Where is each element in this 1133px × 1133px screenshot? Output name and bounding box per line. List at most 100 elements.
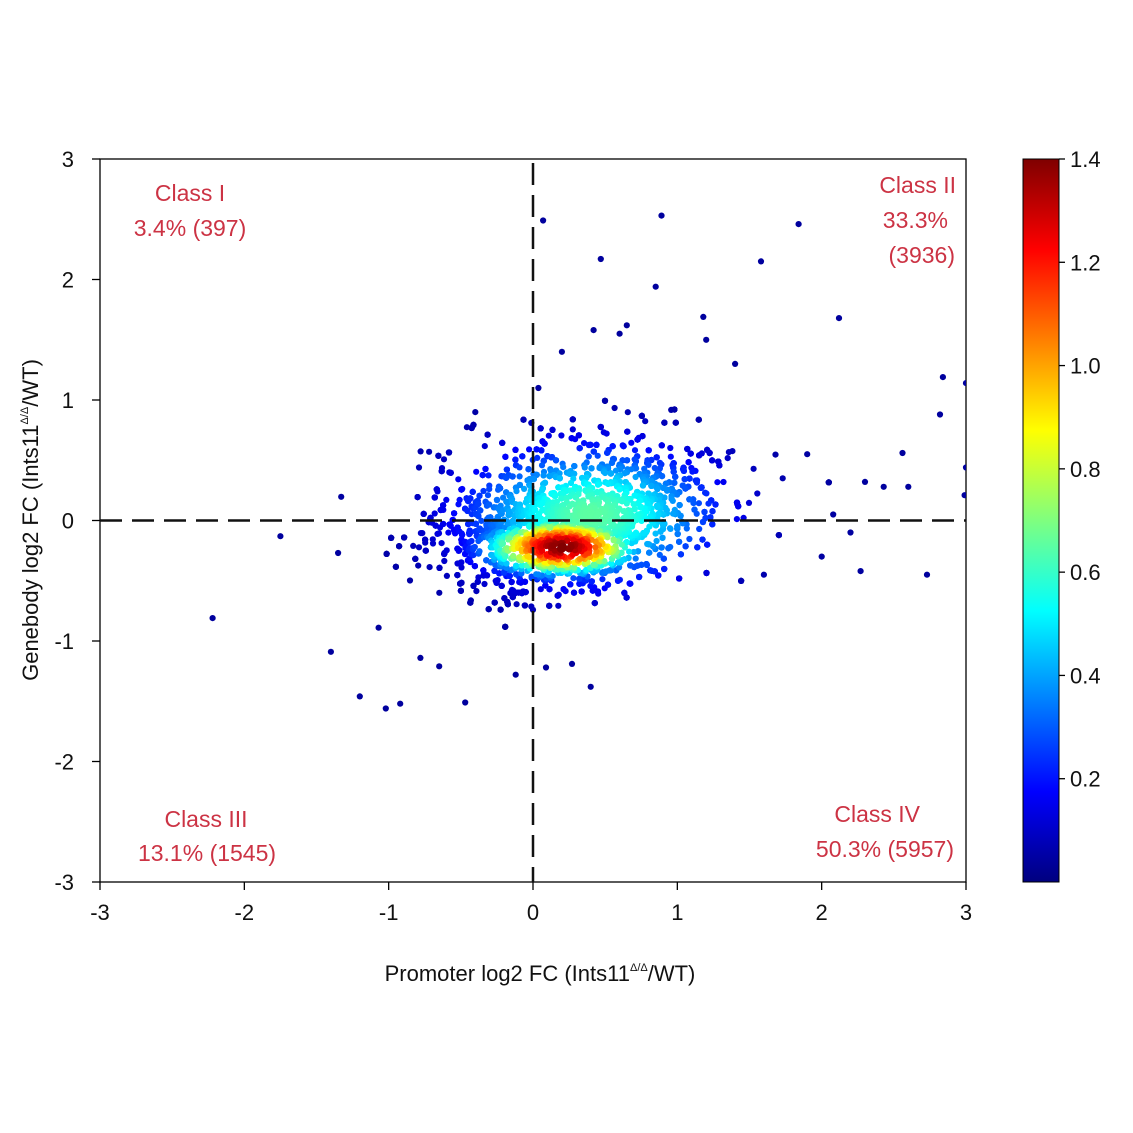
scatter-point — [436, 589, 443, 596]
scatter-point — [667, 543, 674, 551]
scatter-point — [356, 693, 363, 700]
scatter-point — [630, 501, 637, 508]
scatter-point — [499, 540, 506, 547]
scatter-point — [426, 448, 433, 455]
scatter-point — [435, 452, 442, 459]
scatter-point — [440, 506, 447, 513]
scatter-point — [558, 348, 566, 355]
scatter-point — [540, 217, 547, 224]
scatter-point — [571, 470, 578, 477]
scatter-point — [468, 424, 475, 432]
scatter-point — [419, 530, 426, 537]
scatter-point — [734, 501, 741, 508]
scatter-point — [484, 431, 491, 438]
scatter-point — [672, 473, 679, 480]
scatter-point — [560, 586, 567, 593]
scatter-point — [575, 432, 583, 439]
scatter-point — [637, 504, 644, 511]
scatter-point — [497, 606, 504, 613]
scatter-point — [593, 441, 600, 448]
scatter-point — [472, 409, 479, 416]
scatter-point — [546, 602, 553, 609]
scatter-point — [623, 500, 630, 507]
scatter-point — [745, 499, 753, 506]
scatter-point — [566, 503, 573, 510]
scatter-point — [397, 700, 404, 707]
scatter-point — [443, 547, 450, 554]
scatter-point — [383, 550, 390, 558]
scatter-point — [516, 481, 524, 489]
scatter-point — [632, 473, 639, 481]
scatter-point — [585, 453, 592, 460]
scatter-point — [703, 569, 710, 577]
scatter-point — [602, 568, 610, 575]
scatter-point — [590, 448, 597, 455]
scatter-point — [504, 519, 511, 526]
scatter-point — [481, 443, 488, 450]
scatter-point — [609, 443, 616, 450]
scatter-point — [406, 577, 414, 584]
scatter-point — [677, 551, 685, 558]
scatter-point — [471, 543, 478, 551]
scatter-point — [548, 454, 555, 461]
scatter-point — [670, 468, 677, 475]
scatter-point — [704, 541, 711, 548]
scatter-point — [638, 412, 646, 419]
scatter-point — [607, 470, 615, 477]
scatter-point — [475, 574, 482, 581]
scatter-point — [686, 496, 693, 503]
scatter-point — [458, 530, 465, 537]
scatter-point — [503, 474, 510, 481]
scatter-point — [687, 450, 694, 457]
scatter-point — [521, 578, 529, 585]
scatter-point — [594, 588, 601, 595]
scatter-point — [616, 330, 623, 337]
scatter-point — [576, 445, 583, 452]
scatter-point — [459, 485, 466, 493]
scatter-point — [962, 464, 966, 471]
scatter-point — [476, 492, 483, 499]
scatter-point — [540, 472, 547, 479]
scatter-point — [438, 468, 445, 475]
scatter-point — [693, 479, 701, 486]
scatter-point — [513, 571, 520, 578]
scatter-point — [626, 548, 633, 555]
scatter-point — [631, 492, 638, 499]
scatter-point — [645, 447, 652, 454]
scatter-point — [594, 452, 601, 459]
scatter-point — [835, 315, 843, 322]
scatter-point — [533, 446, 540, 453]
scatter-point — [545, 432, 552, 439]
scatter-point — [516, 473, 523, 480]
scatter-point — [415, 562, 422, 569]
scatter-point — [494, 577, 501, 584]
scatter-point — [485, 606, 492, 613]
scatter-point — [961, 492, 966, 499]
scatter-point — [610, 537, 617, 544]
scatter-point — [684, 445, 691, 453]
scatter-point — [440, 520, 447, 528]
scatter-point — [458, 564, 465, 571]
scatter-point — [277, 533, 284, 540]
scatter-point — [676, 538, 683, 545]
scatter-point — [857, 568, 864, 575]
scatter-point — [644, 500, 651, 508]
scatter-point — [654, 504, 661, 511]
scatter-point — [513, 601, 520, 608]
scatter-point — [560, 464, 567, 471]
scatter-point — [481, 580, 488, 588]
scatter-point — [526, 446, 533, 453]
scatter-point — [338, 493, 345, 500]
scatter-point — [454, 572, 461, 579]
scatter-point — [549, 426, 556, 433]
scatter-point — [591, 600, 598, 607]
scatter-point — [656, 465, 664, 472]
scatter-point — [656, 551, 663, 559]
scatter-point — [655, 572, 662, 579]
scatter-point — [572, 436, 579, 443]
scatter-point — [648, 482, 655, 489]
scatter-point — [660, 484, 667, 491]
scatter-point — [671, 479, 678, 486]
scatter-point — [463, 424, 470, 431]
scatter-point — [601, 397, 609, 404]
